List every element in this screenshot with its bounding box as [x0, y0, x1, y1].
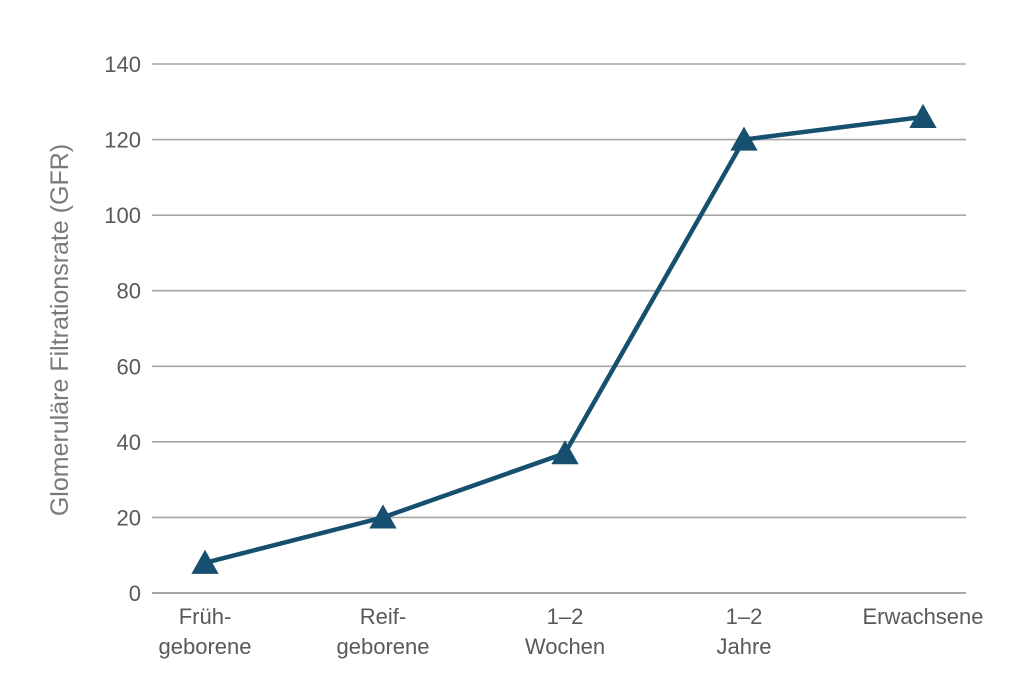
data-point-marker	[369, 504, 397, 529]
data-point-marker	[191, 549, 219, 574]
series-line	[202, 114, 926, 566]
y-tick-labels: 0 20 40 60 80 100 120 140	[104, 52, 141, 606]
x-category-labels: Früh-geborene Reif-geborene 1–2 Wochen 1–2 Ja…	[159, 604, 984, 659]
y-tick-label: 0	[129, 581, 141, 606]
data-point-marker	[909, 103, 937, 128]
y-tick-label: 40	[117, 430, 141, 455]
x-category-label: Früh-geborene	[159, 604, 252, 659]
y-tick-label: 80	[117, 279, 141, 304]
x-category-label: Erwachsene	[862, 604, 983, 629]
y-tick-label: 60	[117, 354, 141, 379]
y-tick-label: 20	[117, 505, 141, 530]
x-category-label: 1–2 Wochen	[525, 604, 605, 659]
y-tick-label: 140	[104, 52, 141, 77]
gridlines	[152, 63, 966, 594]
data-point-marker	[730, 126, 758, 151]
y-tick-label: 100	[104, 203, 141, 228]
x-category-label: Reif-geborene	[337, 604, 430, 659]
x-category-label: 1–2 Jahre	[716, 604, 771, 659]
data-point-marker	[551, 440, 579, 465]
y-axis-title: Glomeruläre Filtrationsrate (GFR)	[46, 144, 74, 516]
series-gfr	[191, 103, 937, 574]
y-tick-label: 120	[104, 128, 141, 153]
